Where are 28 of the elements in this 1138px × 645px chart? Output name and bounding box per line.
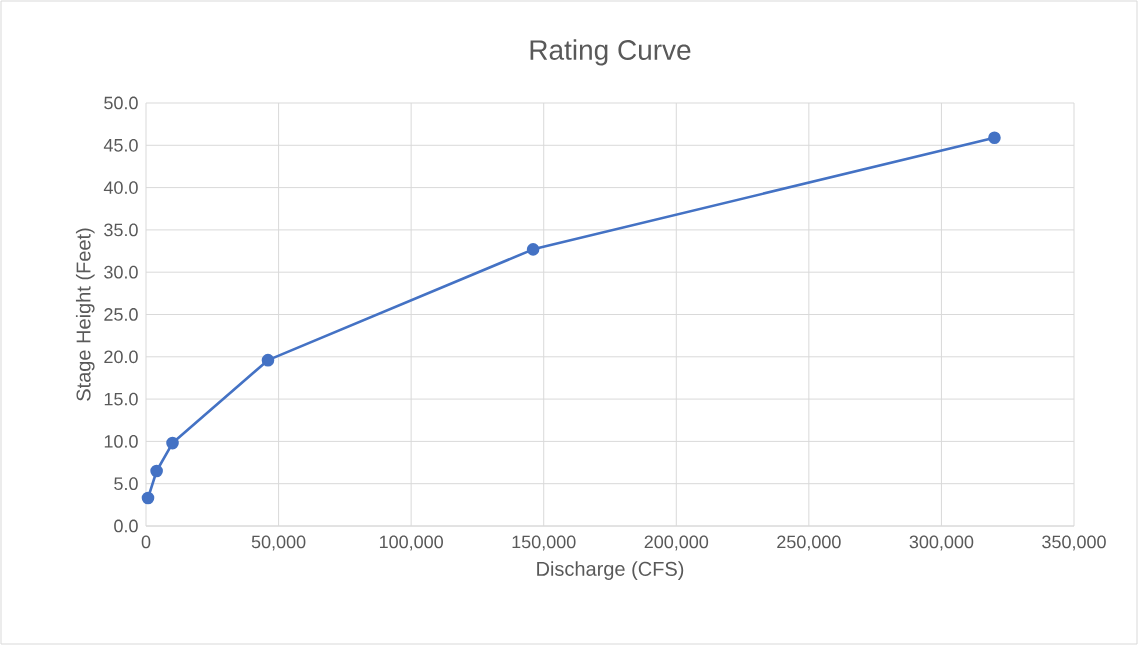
y-tick-label: 5.0 bbox=[114, 477, 138, 491]
y-tick-label: 25.0 bbox=[104, 308, 138, 321]
x-tick-label: 0 bbox=[141, 535, 151, 549]
x-tick-label: 200,000 bbox=[644, 535, 709, 551]
x-tick-label: 50,000 bbox=[251, 535, 306, 551]
point bbox=[526, 243, 540, 256]
y-tick-label: 45.0 bbox=[103, 138, 138, 152]
y-axis-title: Stage Height (Feet) bbox=[75, 228, 95, 401]
x-tick-label: 300,000 bbox=[909, 535, 974, 551]
y-tick-label: 10.0 bbox=[104, 435, 138, 448]
point bbox=[166, 436, 179, 450]
x-tick-label: 250,000 bbox=[777, 535, 841, 551]
y-tick-label: 15.0 bbox=[104, 392, 138, 406]
x-tick-label: 350,000 bbox=[1042, 535, 1106, 551]
point bbox=[988, 131, 1001, 144]
y-tick-label: 50.0 bbox=[104, 96, 138, 110]
y-tick-label: 20.0 bbox=[104, 350, 138, 364]
point bbox=[150, 464, 163, 478]
x-tick-label: 100,000 bbox=[379, 535, 443, 551]
y-tick-label: 35.0 bbox=[104, 223, 138, 237]
x-tick-label: 150,000 bbox=[512, 535, 576, 551]
chart-title: Rating Curve bbox=[530, 39, 691, 66]
point bbox=[141, 491, 155, 505]
y-tick-label: 30.0 bbox=[104, 265, 138, 279]
x-axis-title: Discharge (CFS) bbox=[537, 561, 684, 580]
point bbox=[261, 353, 275, 367]
y-tick-label: 40.0 bbox=[103, 181, 138, 194]
y-tick-label: 0.0 bbox=[114, 519, 138, 533]
